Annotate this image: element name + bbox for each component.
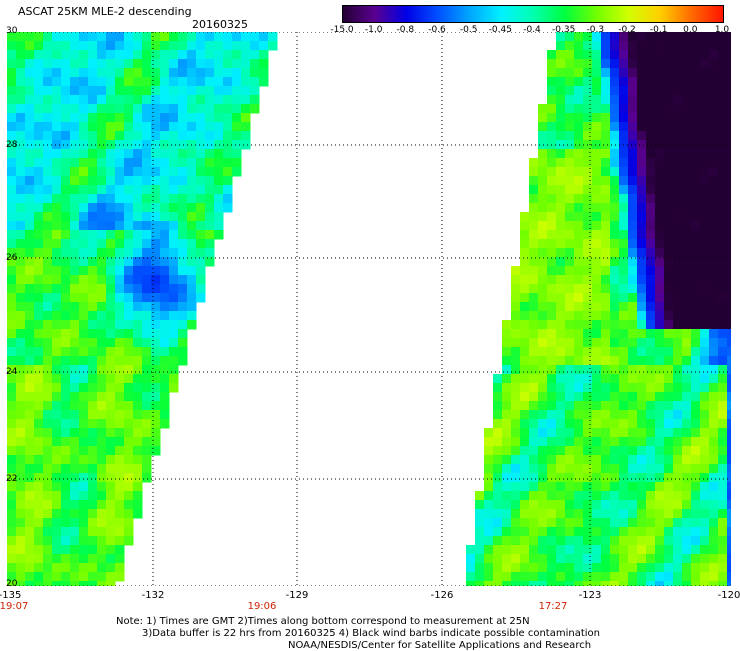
graticule [7,32,731,586]
colorbar-label: -0.3 [586,25,605,35]
map-title: ASCAT 25KM MLE-2 descending [18,5,192,18]
lat-label-30: 30 [6,26,18,36]
note-line-2: 3)Data buffer is 22 hrs from 20160325 4)… [142,628,600,639]
time-label-1: 19:07 [0,601,29,612]
time-label-3: 17:27 [538,601,568,612]
colorbar-label: 1.0 [714,25,730,35]
lon-label-129: -129 [285,590,309,601]
colorbar-label: -0.35 [552,25,576,35]
colorbar-label: -0.1 [649,25,668,35]
time-label-2: 19:06 [247,601,277,612]
lon-label-120: -120 [717,590,740,601]
lon-label-123: -123 [578,590,602,601]
lon-label-135: -135 [0,590,22,601]
colorbar-label: -0.6 [428,25,446,35]
lat-label-28: 28 [6,140,18,150]
map-date: 20160325 [192,18,248,31]
colorbar-label: -15.0 [330,25,354,35]
mle-map [7,32,731,586]
lat-label-20: 20 [6,579,18,589]
lat-label-22: 22 [6,474,18,484]
colorbar [342,5,724,23]
lon-label-132: -132 [141,590,165,601]
lon-label-126: -126 [430,590,454,601]
lat-label-26: 26 [6,253,18,263]
map-area [7,32,731,586]
colorbar-label: -0.8 [396,25,415,35]
note-line-1: Note: 1) Times are GMT 2)Times along bot… [116,616,530,627]
colorbar-label: -0.45 [488,25,512,35]
colorbar-label: -0.4 [523,25,541,35]
note-line-3: NOAA/NESDIS/Center for Satellite Applica… [288,640,592,651]
colorbar-label: -0.5 [459,25,478,35]
colorbar-label: -0.2 [618,25,636,35]
colorbar-label: -1.0 [364,25,383,35]
lat-label-24: 24 [6,367,18,377]
colorbar-label: 0.0 [683,25,698,35]
